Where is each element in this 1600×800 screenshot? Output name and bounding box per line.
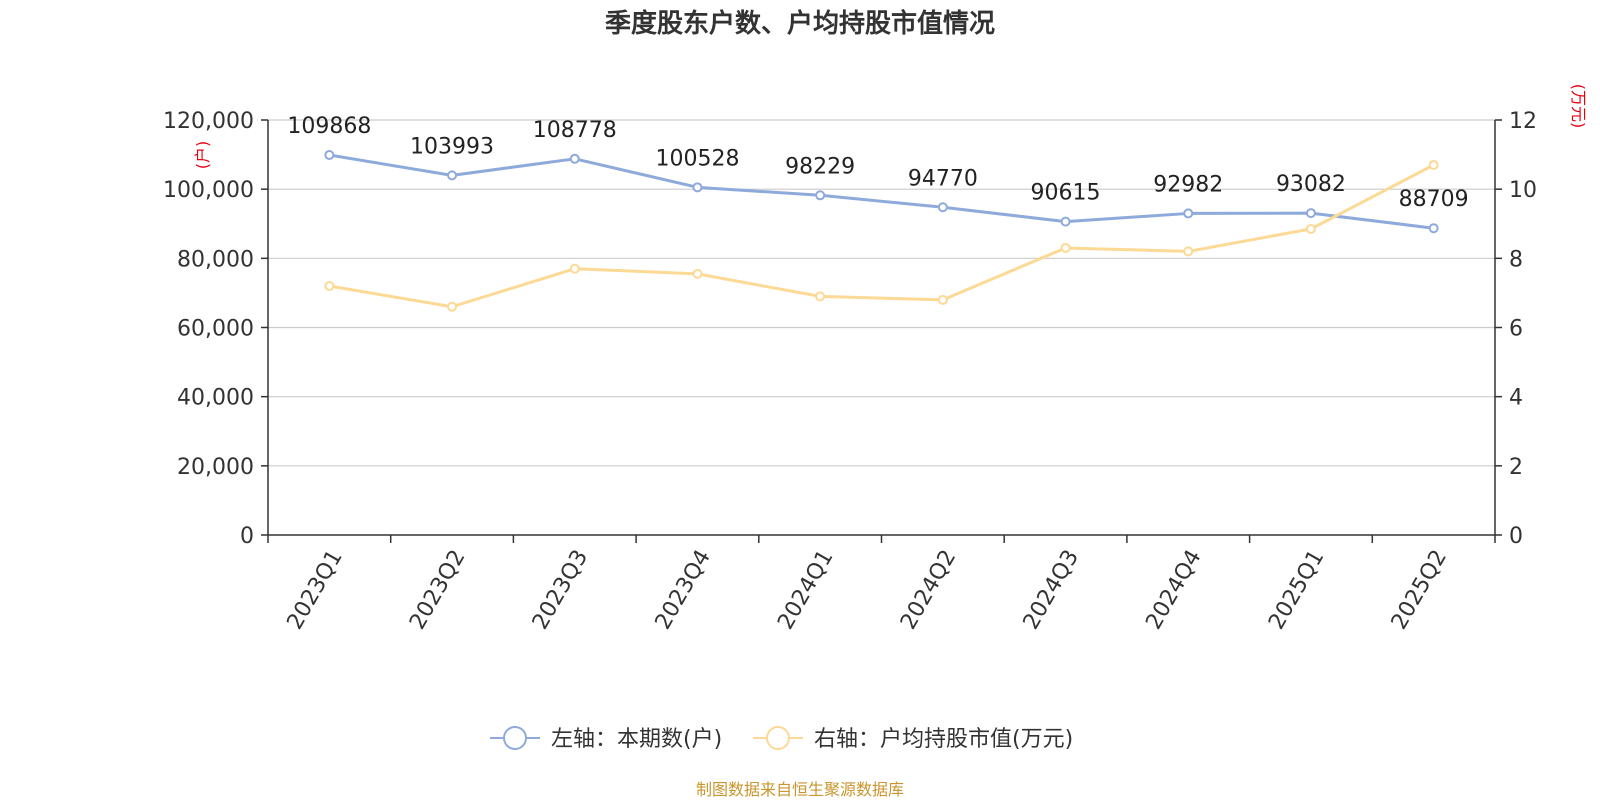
legend-label-right-series: 右轴：户均持股市值(万元)	[814, 727, 1073, 752]
data-label: 100528	[655, 146, 739, 171]
data-label: 103993	[410, 134, 494, 159]
y-right-tick-label: 6	[1509, 317, 1523, 342]
data-point	[1060, 242, 1071, 253]
data-point	[692, 268, 703, 279]
y-right-tick-label: 8	[1509, 247, 1523, 272]
legend[interactable]: 左轴：本期数(户) 右轴：户均持股市值(万元)	[490, 726, 1073, 752]
data-point	[1183, 208, 1194, 219]
data-label: 90615	[1031, 181, 1101, 206]
data-point	[1305, 223, 1316, 234]
x-tick-label: 2025Q2	[1387, 546, 1452, 634]
x-tick-label: 2024Q1	[773, 546, 838, 634]
data-point	[692, 182, 703, 193]
y-right-tick-labels: 0 2 4 6 8 10 12	[1509, 109, 1537, 549]
chart-title: 季度股东户数、户均持股市值情况	[605, 8, 995, 39]
data-point	[1428, 159, 1439, 170]
y-left-tick-label: 40,000	[177, 386, 254, 411]
y-right-tick-label: 10	[1509, 178, 1537, 203]
data-label: 98229	[785, 154, 855, 179]
data-point	[324, 281, 335, 291]
y-right-tick-label: 4	[1509, 386, 1523, 411]
x-tick-label: 2025Q1	[1264, 546, 1329, 634]
data-point	[1060, 216, 1071, 227]
data-point	[1428, 223, 1439, 234]
data-point	[937, 202, 948, 213]
legend-item-left-series[interactable]: 左轴：本期数(户)	[490, 726, 722, 752]
series-points	[324, 150, 1439, 312]
data-point	[569, 263, 580, 274]
x-tick-label: 2024Q3	[1019, 546, 1084, 634]
y-left-tick-label: 0	[240, 524, 254, 549]
data-point	[815, 291, 826, 302]
data-label: 109868	[287, 114, 371, 139]
y-left-tick-label: 20,000	[177, 455, 254, 480]
x-tick-label: 2024Q2	[896, 546, 961, 634]
x-tick-label: 2023Q2	[405, 546, 470, 634]
data-label: 108778	[533, 118, 617, 143]
y-right-tick-label: 12	[1509, 109, 1537, 134]
data-label: 92982	[1153, 172, 1223, 197]
y-right-tick-label: 0	[1509, 524, 1523, 549]
source-note: 制图数据来自恒生聚源数据库	[696, 780, 904, 799]
data-point	[1305, 208, 1316, 219]
x-tick-labels: 2023Q1 2023Q2 2023Q3 2023Q4 2024Q1 2024Q2 2024…	[283, 546, 1453, 634]
legend-circle-icon	[503, 726, 527, 750]
legend-label-left-series: 左轴：本期数(户)	[551, 727, 722, 752]
y-left-tick-label: 120,000	[163, 109, 254, 134]
series-line-shareholder-count	[329, 153, 1434, 230]
series-line-avg-holding-value	[329, 163, 1435, 309]
data-label: 93082	[1276, 172, 1346, 197]
y-left-unit-label: (户)	[193, 141, 212, 170]
legend-item-right-series[interactable]: 右轴：户均持股市值(万元)	[753, 726, 1073, 752]
data-point	[1183, 246, 1194, 257]
gridlines	[268, 119, 1495, 467]
legend-circle-icon	[766, 726, 790, 750]
y-left-tick-label: 100,000	[163, 178, 254, 203]
data-point	[815, 190, 826, 201]
data-point	[937, 294, 948, 305]
y-left-tick-labels: 0 20,000 40,000 60,000 80,000 100,000 120,000	[163, 109, 254, 549]
data-labels: 109868 103993 108778 100528 98229 94770 90615 9…	[287, 114, 1468, 212]
series-lines	[329, 153, 1435, 309]
y-left-tick-label: 60,000	[177, 317, 254, 342]
y-right-unit-label: (万元)	[1569, 84, 1588, 129]
x-tick-label: 2023Q4	[651, 546, 716, 634]
data-point	[447, 301, 458, 312]
x-tick-label: 2023Q1	[283, 546, 348, 634]
y-right-tick-label: 2	[1509, 455, 1523, 480]
data-point	[447, 170, 458, 181]
axes	[261, 119, 1502, 543]
data-label: 94770	[908, 166, 978, 191]
data-point	[569, 153, 580, 164]
x-tick-label: 2024Q4	[1141, 546, 1206, 634]
data-label: 88709	[1399, 187, 1469, 212]
y-left-tick-label: 80,000	[177, 247, 254, 272]
data-point	[324, 150, 335, 161]
x-tick-label: 2023Q3	[528, 546, 593, 634]
